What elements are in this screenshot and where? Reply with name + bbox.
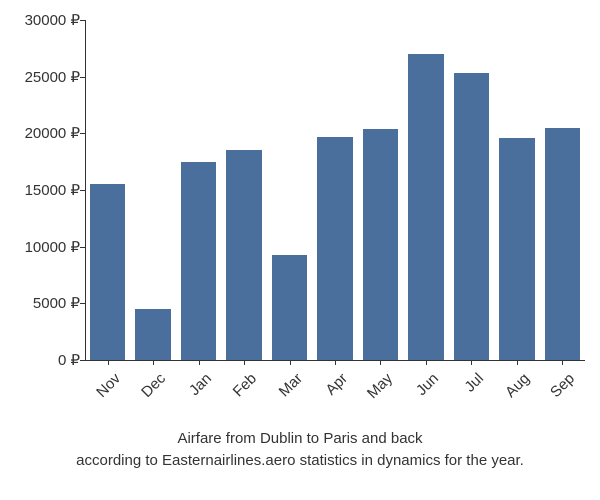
bar-slot	[176, 20, 221, 360]
bar	[135, 309, 170, 360]
x-tick-mark	[380, 360, 381, 365]
y-tick-label: 0 ₽	[58, 351, 80, 369]
x-tick-mark	[199, 360, 200, 365]
x-tick-mark	[517, 360, 518, 365]
x-tick-mark	[290, 360, 291, 365]
y-tick-label: 25000 ₽	[25, 68, 80, 86]
x-tick-label: Nov	[93, 370, 124, 401]
plot-area	[85, 20, 585, 360]
x-tick-mark	[471, 360, 472, 365]
bar	[408, 54, 443, 360]
bar-slot	[540, 20, 585, 360]
bar	[226, 150, 261, 360]
bar	[317, 137, 352, 360]
bar-slot	[358, 20, 403, 360]
bar-slot	[85, 20, 130, 360]
y-tick-mark	[80, 360, 85, 361]
x-tick-label: Dec	[138, 370, 169, 401]
x-tick-label: Feb	[230, 370, 260, 400]
x-tick-mark	[244, 360, 245, 365]
bar-slot	[312, 20, 357, 360]
y-tick-label: 5000 ₽	[33, 294, 80, 312]
bar-slot	[267, 20, 312, 360]
x-tick-label: Sep	[547, 370, 578, 401]
x-tick-mark	[562, 360, 563, 365]
bar-slot	[449, 20, 494, 360]
bar	[545, 128, 580, 360]
y-tick-label: 10000 ₽	[25, 238, 80, 256]
y-tick-label: 20000 ₽	[25, 124, 80, 142]
bar-slot	[130, 20, 175, 360]
bar	[363, 129, 398, 360]
x-tick-label: Jun	[413, 370, 442, 399]
chart-caption-line-2: according to Easternairlines.aero statis…	[0, 452, 600, 469]
bar	[454, 73, 489, 360]
x-tick-label: Jul	[462, 370, 488, 396]
y-tick-label: 30000 ₽	[25, 11, 80, 29]
bar	[499, 138, 534, 360]
x-tick-label: Mar	[275, 370, 305, 400]
bar-slot	[403, 20, 448, 360]
y-tick-label: 15000 ₽	[25, 181, 80, 199]
x-tick-mark	[426, 360, 427, 365]
bar	[272, 255, 307, 360]
x-tick-label: Apr	[322, 370, 351, 399]
x-tick-mark	[108, 360, 109, 365]
x-tick-mark	[335, 360, 336, 365]
x-tick-label: Jan	[186, 370, 215, 399]
x-tick-label: Aug	[502, 370, 533, 401]
x-tick-label: May	[364, 370, 396, 402]
chart-caption-line-1: Airfare from Dublin to Paris and back	[0, 430, 600, 447]
airfare-bar-chart: 0 ₽ 5000 ₽ 10000 ₽ 15000 ₽ 20000 ₽ 25000 ₽ 300…	[0, 0, 600, 500]
bars-container	[85, 20, 585, 360]
bar	[90, 184, 125, 360]
x-tick-mark	[153, 360, 154, 365]
bar	[181, 162, 216, 360]
bar-slot	[494, 20, 539, 360]
bar-slot	[221, 20, 266, 360]
